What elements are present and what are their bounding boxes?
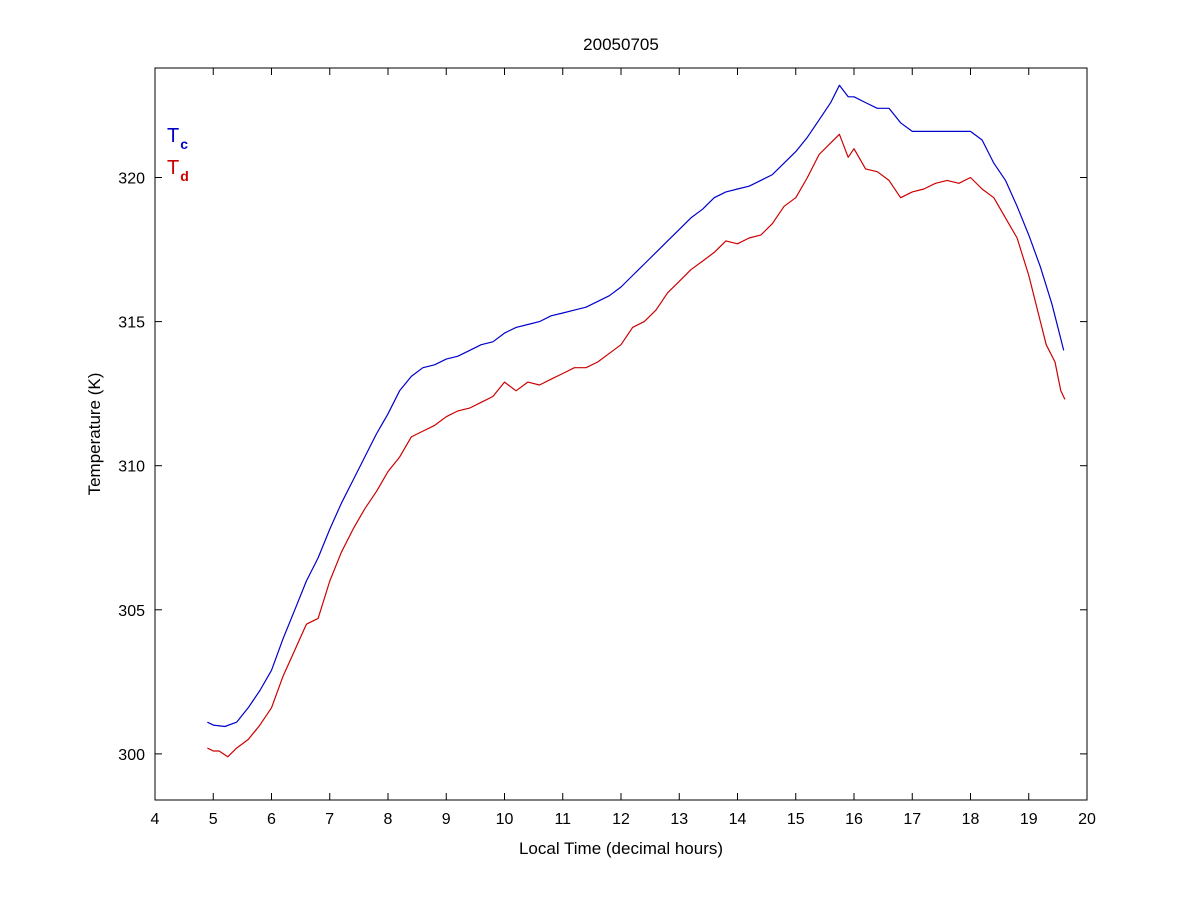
y-tick-label: 320: [118, 171, 145, 188]
x-tick-label: 7: [325, 811, 334, 828]
x-tick-label: 9: [442, 811, 451, 828]
x-tick-label: 10: [496, 811, 514, 828]
x-tick-label: 17: [903, 811, 921, 828]
y-tick-label: 310: [118, 459, 145, 476]
x-tick-label: 20: [1078, 811, 1096, 828]
x-tick-label: 14: [729, 811, 747, 828]
y-tick-label: 315: [118, 315, 145, 332]
x-tick-label: 13: [670, 811, 688, 828]
series-line-tc: [207, 84, 1065, 728]
x-axis-title: Local Time (decimal hours): [519, 839, 723, 858]
x-tick-label: 12: [612, 811, 630, 828]
y-tick-label: 300: [118, 747, 145, 764]
x-tick-label: 16: [845, 811, 863, 828]
x-tick-label: 5: [209, 811, 218, 828]
legend-entry-tc: Tc: [167, 125, 188, 152]
x-tick-label: 19: [1020, 811, 1038, 828]
series-line-td: [207, 133, 1066, 758]
x-tick-label: 11: [554, 811, 571, 828]
x-tick-label: 15: [787, 811, 805, 828]
x-tick-label: 18: [962, 811, 980, 828]
x-tick-label: 6: [267, 811, 276, 828]
x-tick-label: 8: [384, 811, 393, 828]
y-tick-label: 305: [118, 603, 145, 620]
x-tick-label: 4: [151, 811, 160, 828]
plot-area: [155, 68, 1087, 800]
legend-entry-td: Td: [167, 157, 189, 184]
chart-title: 20050705: [583, 35, 659, 54]
y-axis-title: Temperature (K): [85, 373, 104, 496]
legend: Tc Td: [167, 125, 189, 184]
